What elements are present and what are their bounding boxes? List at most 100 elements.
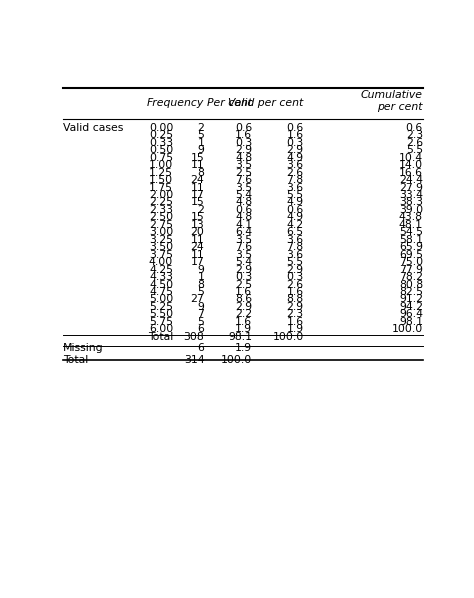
Text: 6: 6: [198, 343, 204, 353]
Text: 100.0: 100.0: [221, 355, 252, 365]
Text: 1.9: 1.9: [235, 324, 252, 334]
Text: 1.50: 1.50: [149, 175, 173, 185]
Text: 10.4: 10.4: [399, 152, 423, 163]
Text: 98.1: 98.1: [228, 332, 252, 341]
Text: 11: 11: [191, 235, 204, 245]
Text: 9: 9: [198, 264, 204, 274]
Text: 20: 20: [191, 227, 204, 237]
Text: 3.6: 3.6: [286, 250, 303, 260]
Text: 4.2: 4.2: [286, 220, 303, 230]
Text: 2.33: 2.33: [149, 205, 173, 215]
Text: 0.3: 0.3: [235, 138, 252, 148]
Text: 4.8: 4.8: [235, 197, 252, 208]
Text: 5.4: 5.4: [235, 257, 252, 267]
Text: 8: 8: [198, 279, 204, 289]
Text: 5.25: 5.25: [149, 302, 173, 312]
Text: 9: 9: [198, 302, 204, 312]
Text: 4.50: 4.50: [149, 279, 173, 289]
Text: Missing: Missing: [63, 343, 103, 353]
Text: 7.6: 7.6: [235, 242, 252, 252]
Text: 4.33: 4.33: [149, 272, 173, 282]
Text: 1.6: 1.6: [235, 287, 252, 297]
Text: 1.9: 1.9: [235, 343, 252, 353]
Text: 54.5: 54.5: [399, 227, 423, 237]
Text: 94.2: 94.2: [399, 302, 423, 312]
Text: 4.9: 4.9: [286, 197, 303, 208]
Text: Valid per cent: Valid per cent: [228, 98, 303, 108]
Text: 0.3: 0.3: [286, 272, 303, 282]
Text: 5.50: 5.50: [149, 309, 173, 319]
Text: 4.8: 4.8: [235, 212, 252, 222]
Text: 0.6: 0.6: [235, 123, 252, 133]
Text: 100.0: 100.0: [272, 332, 303, 341]
Text: 2.3: 2.3: [406, 130, 423, 141]
Text: 24.4: 24.4: [399, 175, 423, 185]
Text: 17: 17: [191, 190, 204, 200]
Text: 1.75: 1.75: [149, 182, 173, 193]
Text: 1.6: 1.6: [235, 130, 252, 141]
Text: 0.6: 0.6: [286, 205, 303, 215]
Text: 2.9: 2.9: [286, 145, 303, 155]
Text: 8.6: 8.6: [235, 294, 252, 304]
Text: 24: 24: [191, 175, 204, 185]
Text: 1.6: 1.6: [286, 130, 303, 141]
Text: 3.50: 3.50: [149, 242, 173, 252]
Text: 1.25: 1.25: [149, 167, 173, 178]
Text: 308: 308: [183, 332, 204, 341]
Text: 3.5: 3.5: [235, 235, 252, 245]
Text: 7.8: 7.8: [286, 175, 303, 185]
Text: 14.0: 14.0: [399, 160, 423, 170]
Text: 82.5: 82.5: [399, 287, 423, 297]
Text: 7.6: 7.6: [235, 175, 252, 185]
Text: 4.1: 4.1: [235, 220, 252, 230]
Text: Total: Total: [63, 355, 88, 365]
Text: 4.00: 4.00: [149, 257, 173, 267]
Text: 5: 5: [198, 130, 204, 141]
Text: 1.00: 1.00: [149, 160, 173, 170]
Text: 39.0: 39.0: [399, 205, 423, 215]
Text: 2.75: 2.75: [149, 220, 173, 230]
Text: 2: 2: [198, 205, 204, 215]
Text: 6.5: 6.5: [286, 227, 303, 237]
Text: 0.3: 0.3: [286, 138, 303, 148]
Text: 2: 2: [198, 123, 204, 133]
Text: 3.5: 3.5: [235, 250, 252, 260]
Text: 3.00: 3.00: [149, 227, 173, 237]
Text: 4.9: 4.9: [286, 212, 303, 222]
Text: 78.2: 78.2: [399, 272, 423, 282]
Text: 13: 13: [191, 220, 204, 230]
Text: 3.5: 3.5: [235, 160, 252, 170]
Text: 2.6: 2.6: [286, 167, 303, 178]
Text: 17: 17: [191, 257, 204, 267]
Text: 5.4: 5.4: [235, 190, 252, 200]
Text: 65.9: 65.9: [399, 242, 423, 252]
Text: 0.3: 0.3: [235, 272, 252, 282]
Text: 2.6: 2.6: [406, 138, 423, 148]
Text: 3.6: 3.6: [286, 182, 303, 193]
Text: 7.8: 7.8: [286, 242, 303, 252]
Text: Total: Total: [148, 332, 173, 341]
Text: 5.75: 5.75: [149, 317, 173, 327]
Text: 2.9: 2.9: [235, 145, 252, 155]
Text: 58.1: 58.1: [399, 235, 423, 245]
Text: Cumulative
per cent: Cumulative per cent: [361, 90, 423, 112]
Text: 69.5: 69.5: [399, 250, 423, 260]
Text: 2.50: 2.50: [149, 212, 173, 222]
Text: 314: 314: [184, 355, 204, 365]
Text: 2.2: 2.2: [235, 309, 252, 319]
Text: 15: 15: [191, 212, 204, 222]
Text: 6.00: 6.00: [149, 324, 173, 334]
Text: 91.2: 91.2: [399, 294, 423, 304]
Text: 3.75: 3.75: [149, 250, 173, 260]
Text: 15: 15: [191, 152, 204, 163]
Text: Valid cases: Valid cases: [63, 123, 123, 133]
Text: 2.25: 2.25: [149, 197, 173, 208]
Text: 1: 1: [198, 272, 204, 282]
Text: 3.6: 3.6: [286, 235, 303, 245]
Text: 5.00: 5.00: [149, 294, 173, 304]
Text: 1.9: 1.9: [286, 324, 303, 334]
Text: 0.33: 0.33: [149, 138, 173, 148]
Text: 98.1: 98.1: [399, 317, 423, 327]
Text: 38.3: 38.3: [399, 197, 423, 208]
Text: 1: 1: [198, 138, 204, 148]
